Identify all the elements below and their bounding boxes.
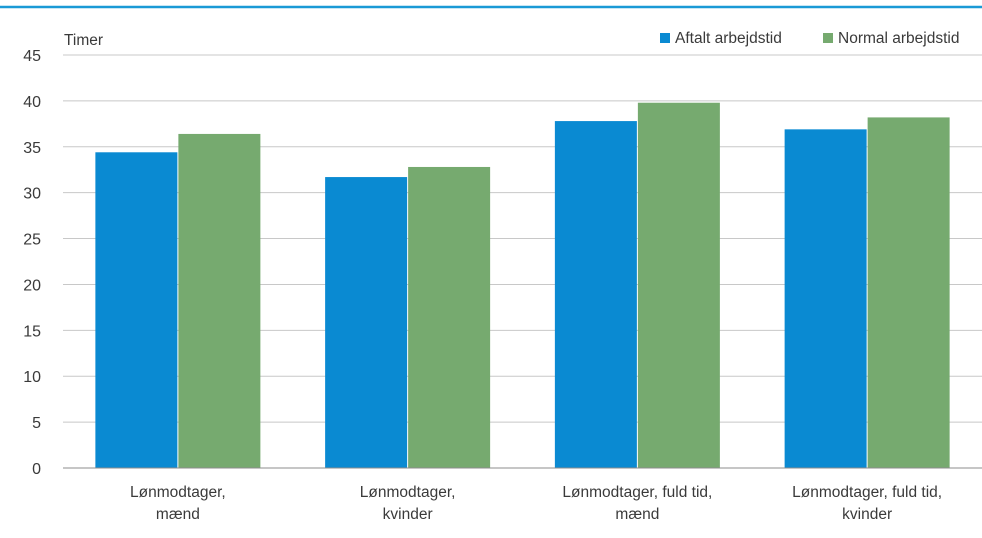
y-tick-label: 5: [32, 415, 41, 432]
bar-aftalt: [784, 129, 867, 468]
bars-layer: [95, 102, 950, 469]
x-tick-label: Lønmodtager, fuld tid,: [562, 484, 712, 501]
y-tick-label: 25: [23, 232, 41, 249]
y-tick-label: 30: [23, 186, 41, 203]
y-tick-label: 40: [23, 94, 41, 111]
x-tick-label: Lønmodtager,: [130, 484, 226, 501]
x-tick-label: kvinder: [842, 506, 892, 523]
bar-normal: [178, 133, 261, 468]
bar-normal: [867, 117, 950, 469]
x-tick-label: Lønmodtager, fuld tid,: [792, 484, 942, 501]
x-tick-label: mænd: [156, 506, 200, 523]
bar-normal: [408, 166, 491, 469]
bar-normal: [637, 102, 720, 469]
x-tick-label: Lønmodtager,: [360, 484, 456, 501]
y-tick-label: 15: [23, 323, 41, 340]
x-tick-label: kvinder: [383, 506, 433, 523]
legend-label: Normal arbejdstid: [838, 30, 959, 47]
y-tick-label: 10: [23, 369, 41, 386]
bar-aftalt: [325, 177, 408, 468]
legend-swatch: [823, 33, 833, 43]
bar-aftalt: [95, 152, 178, 469]
legend: Aftalt arbejdstid Normal arbejdstid: [660, 30, 959, 47]
x-tick-label: mænd: [615, 506, 659, 523]
bar-aftalt: [554, 121, 637, 468]
legend-label: Aftalt arbejdstid: [675, 30, 782, 47]
axis-layer: 0 5 10 15 20 25 30 35 40 45 Lønmodtager, mænd Lønmod…: [23, 48, 982, 523]
y-tick-label: 35: [23, 140, 41, 157]
y-axis-unit-label: Timer: [64, 32, 103, 49]
y-tick-label: 20: [23, 277, 41, 294]
legend-swatch: [660, 33, 670, 43]
y-tick-label: 0: [32, 461, 41, 478]
y-tick-label: 45: [23, 48, 41, 65]
